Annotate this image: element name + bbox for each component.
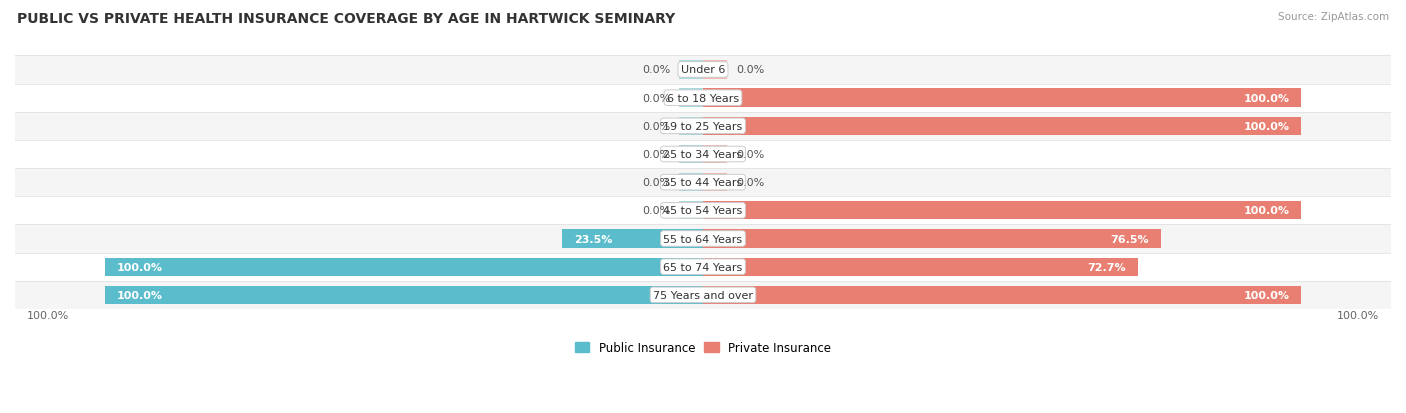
Bar [703, 286, 1302, 304]
Bar [15, 112, 1391, 140]
Bar [703, 202, 1302, 220]
Text: Source: ZipAtlas.com: Source: ZipAtlas.com [1278, 12, 1389, 22]
Text: 23.5%: 23.5% [575, 234, 613, 244]
Text: 100.0%: 100.0% [1243, 290, 1289, 300]
Bar [15, 140, 1391, 169]
Text: 0.0%: 0.0% [643, 65, 671, 75]
Text: 45 to 54 Years: 45 to 54 Years [664, 206, 742, 216]
Bar [679, 202, 703, 220]
Text: 100.0%: 100.0% [1243, 93, 1289, 103]
Bar [703, 173, 727, 192]
Text: 100.0%: 100.0% [27, 311, 69, 320]
Text: PUBLIC VS PRIVATE HEALTH INSURANCE COVERAGE BY AGE IN HARTWICK SEMINARY: PUBLIC VS PRIVATE HEALTH INSURANCE COVER… [17, 12, 675, 26]
Text: 0.0%: 0.0% [643, 178, 671, 188]
Bar [679, 89, 703, 107]
Bar [679, 145, 703, 164]
Text: 100.0%: 100.0% [1243, 121, 1289, 131]
Text: 75 Years and over: 75 Years and over [652, 290, 754, 300]
Text: 0.0%: 0.0% [643, 150, 671, 159]
Text: 65 to 74 Years: 65 to 74 Years [664, 262, 742, 272]
Bar [703, 117, 1302, 135]
Text: 0.0%: 0.0% [643, 206, 671, 216]
Bar [15, 169, 1391, 197]
Text: 0.0%: 0.0% [735, 65, 763, 75]
Text: 0.0%: 0.0% [735, 150, 763, 159]
Bar [15, 56, 1391, 84]
Text: 0.0%: 0.0% [735, 178, 763, 188]
Text: 76.5%: 76.5% [1111, 234, 1149, 244]
Bar [679, 173, 703, 192]
Bar [15, 253, 1391, 281]
Bar [15, 281, 1391, 309]
Bar [703, 145, 727, 164]
Bar [679, 61, 703, 79]
Bar [15, 84, 1391, 112]
Text: 72.7%: 72.7% [1087, 262, 1126, 272]
Bar [703, 230, 1161, 248]
Text: 55 to 64 Years: 55 to 64 Years [664, 234, 742, 244]
Bar [15, 197, 1391, 225]
Legend: Public Insurance, Private Insurance: Public Insurance, Private Insurance [571, 337, 835, 359]
Text: 0.0%: 0.0% [643, 93, 671, 103]
Bar [562, 230, 703, 248]
Bar [104, 286, 703, 304]
Text: 100.0%: 100.0% [117, 262, 163, 272]
Text: 100.0%: 100.0% [117, 290, 163, 300]
Bar [703, 61, 727, 79]
Bar [15, 225, 1391, 253]
Text: 6 to 18 Years: 6 to 18 Years [666, 93, 740, 103]
Text: 0.0%: 0.0% [643, 121, 671, 131]
Bar [703, 258, 1137, 276]
Bar [703, 89, 1302, 107]
Text: 100.0%: 100.0% [1337, 311, 1379, 320]
Bar [104, 258, 703, 276]
Text: 19 to 25 Years: 19 to 25 Years [664, 121, 742, 131]
Text: Under 6: Under 6 [681, 65, 725, 75]
Bar [679, 117, 703, 135]
Text: 25 to 34 Years: 25 to 34 Years [664, 150, 742, 159]
Text: 100.0%: 100.0% [1243, 206, 1289, 216]
Text: 35 to 44 Years: 35 to 44 Years [664, 178, 742, 188]
